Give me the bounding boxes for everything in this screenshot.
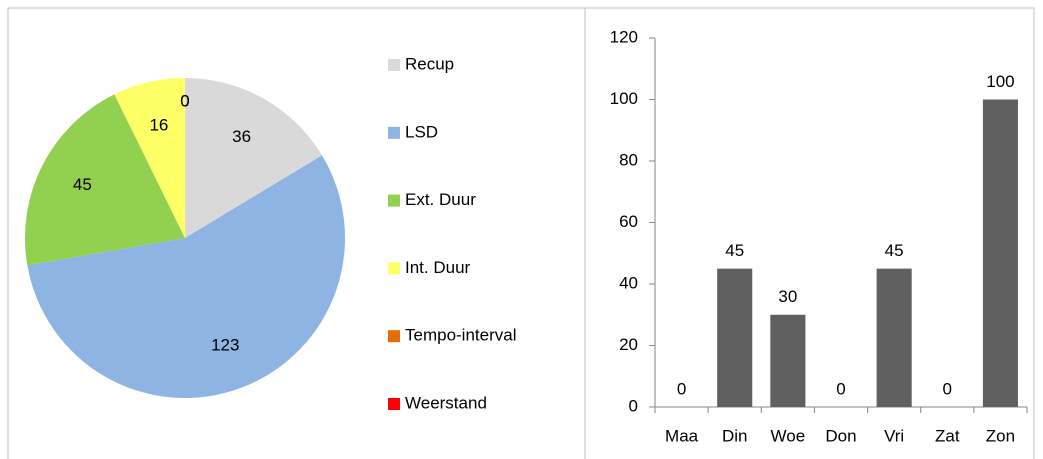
pie-slice [114, 78, 185, 238]
bar [876, 268, 912, 407]
legend-swatch [388, 330, 400, 343]
x-tick-label: Woe [771, 426, 806, 445]
legend-swatch [388, 59, 400, 71]
x-tick-label: Din [722, 426, 748, 445]
y-tick-label: 20 [619, 335, 638, 354]
bar [982, 99, 1018, 407]
y-tick-label: 100 [610, 89, 638, 108]
legend-swatch [388, 398, 400, 410]
y-tick-label: 60 [619, 212, 638, 231]
y-tick-label: 40 [619, 273, 638, 292]
data-label: 16 [149, 115, 168, 134]
y-tick-label: 0 [629, 396, 638, 415]
pie-slice [185, 78, 323, 238]
x-tick-label: Don [825, 426, 856, 445]
data-label: 30 [778, 287, 797, 306]
pie-slice [27, 155, 346, 399]
data-label: 45 [725, 241, 744, 260]
x-tick-label: Zat [935, 426, 960, 445]
y-tick-label: 80 [619, 150, 638, 169]
legend-swatch [388, 126, 400, 139]
bar [770, 314, 806, 407]
data-label: 123 [211, 335, 239, 354]
legend-swatch [388, 262, 400, 275]
legend-label: Recup [405, 54, 454, 73]
x-tick-label: Vri [884, 426, 904, 445]
data-label: 0 [180, 91, 189, 110]
pie-slice [24, 94, 185, 266]
y-tick-label: 120 [610, 27, 638, 46]
data-label: 100 [986, 72, 1014, 91]
data-label: 0 [943, 379, 952, 398]
data-label: 0 [836, 379, 845, 398]
x-tick-label: Zon [986, 426, 1015, 445]
x-tick-label: Maa [665, 426, 699, 445]
bar [717, 268, 753, 407]
legend-label: Int. Duur [405, 258, 471, 277]
legend-label: Ext. Duur [405, 190, 476, 209]
data-label: 36 [232, 127, 251, 146]
legend-label: Tempo-interval [405, 326, 517, 345]
legend-swatch [388, 194, 400, 207]
frame [7, 7, 1035, 459]
data-label: 45 [73, 175, 92, 194]
legend-label: Weerstand [405, 393, 487, 412]
legend-label: LSD [405, 122, 438, 141]
data-label: 0 [677, 379, 686, 398]
data-label: 45 [885, 241, 904, 260]
data-label: 0 [180, 91, 189, 110]
